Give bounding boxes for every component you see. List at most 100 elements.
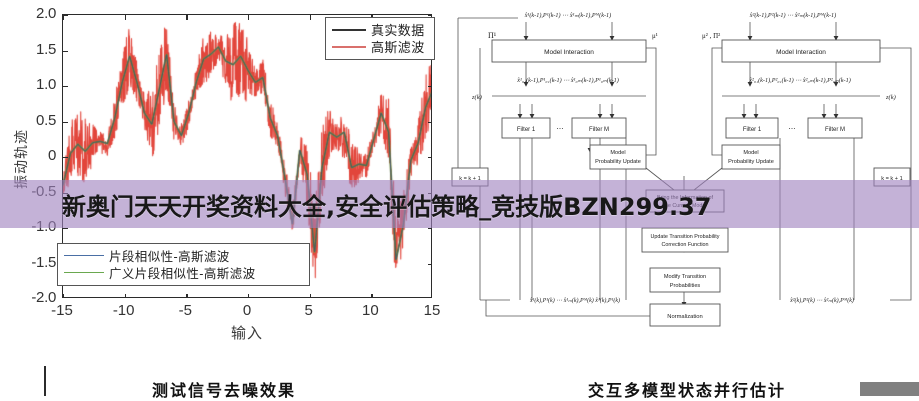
left-counter-label: k = k + 1	[459, 176, 480, 182]
legend-swatch-gaussian	[332, 45, 366, 48]
right-prob-update-line2: Probability Update	[728, 159, 774, 165]
x-tickmark	[124, 15, 126, 20]
x-axis-label: 输入	[230, 325, 263, 342]
right-output-states: x̂²(k),P²(k) ⋯ x̂²ₘ(k),Pᴹ(k)	[789, 297, 854, 304]
y-tick-label: -1.5	[31, 253, 56, 271]
modify-transition-box	[649, 267, 721, 293]
normalization-label: Normalization	[667, 314, 702, 320]
y-tickmark	[428, 228, 431, 230]
watermark-band	[0, 180, 919, 228]
right-filter-1-label: Filter 1	[743, 127, 762, 133]
x-tickmark	[186, 15, 188, 20]
x-tick-label: -5	[178, 302, 192, 319]
caption-rule	[44, 366, 46, 396]
x-tickmark	[248, 15, 250, 20]
y-tickmark	[428, 157, 431, 159]
left-mu-label: μ¹	[652, 32, 658, 40]
y-tickmark	[63, 228, 68, 230]
left-output-states: x̂¹(k),P¹(k) ⋯ x̂¹ₘ(k),Pᴹ(k) x̂¹(k),P¹(k…	[529, 297, 620, 304]
x-tickmark	[186, 294, 188, 297]
y-tickmark	[428, 121, 431, 123]
x-tick-label: 0	[242, 302, 252, 319]
left-filter-m-label: Filter M	[589, 127, 609, 133]
x-tickmark	[124, 294, 126, 297]
caption-right: 交互多模型状态并行估计	[588, 383, 787, 400]
right-filter-m-label: Filter M	[825, 127, 845, 133]
left-mixed-states: x̂¹₀₁(k-1),P¹₀₁(k-1) ⋯ x̂¹₀ₘ(k-1),P¹₀ₘ(k…	[516, 77, 619, 84]
y-tickmark	[428, 86, 431, 88]
left-model-interaction-box	[491, 39, 647, 63]
x-tick-label: 5	[304, 302, 313, 319]
legend-swatch-generalized-segment-similarity	[64, 272, 104, 273]
x-tickmark	[309, 294, 311, 297]
right-filter-m-box	[807, 117, 863, 139]
y-tickmark	[428, 15, 431, 17]
x-tickmark	[248, 294, 250, 297]
y-tickmark	[428, 297, 432, 298]
legend-label-segment-similarity: 片段相似性-高斯滤波	[109, 250, 230, 264]
right-model-interaction-label: Model Interaction	[776, 49, 826, 56]
left-filter-1-box	[501, 117, 551, 139]
legend-entry: 真实数据	[332, 21, 427, 38]
right-filter-1-box	[725, 117, 779, 139]
y-tick-label: 1.5	[36, 40, 56, 58]
y-tickmark	[63, 297, 68, 298]
legend-entry: 片段相似性-高斯滤波	[64, 247, 302, 264]
y-tickmark	[63, 50, 68, 52]
legend-label-generalized-segment-similarity: 广义片段相似性-高斯滤波	[109, 267, 256, 281]
update-transition-line2: Correction Function	[661, 242, 708, 248]
watermark-text: 新奥门天天开奖资料大全,安全评估策略_竞技版BZN299.37	[62, 192, 712, 221]
y-tickmark	[63, 86, 68, 88]
left-top-states: x̂¹(k-1),P¹(k-1) ⋯ x̂¹ₘ(k-1),Pᴹ(k-1)	[524, 12, 611, 19]
legend-label-gaussian: 高斯滤波	[371, 40, 425, 55]
left-filter-dots: ⋯	[557, 126, 564, 133]
right-model-interaction-box	[721, 39, 881, 63]
right-filter-dots: ⋯	[789, 126, 796, 133]
left-filter-m-box	[571, 117, 627, 139]
modify-transition-line2: Probabilities	[670, 283, 701, 289]
update-transition-line1: Update Transition Probability	[651, 234, 720, 240]
y-tick-label: 1.0	[36, 76, 56, 93]
left-prob-update-line1: Model	[610, 150, 625, 156]
x-tick-label: 15	[423, 302, 441, 319]
x-tick-label: -10	[112, 302, 135, 319]
left-pi-label: Π¹	[488, 31, 497, 40]
left-measurement-label: z(k)	[471, 94, 482, 101]
left-model-interaction-label: Model Interaction	[544, 49, 594, 56]
x-tickmark	[63, 15, 65, 20]
update-transition-box	[641, 227, 729, 253]
right-counter-label: k = k + 1	[881, 176, 902, 182]
grey-swatch	[860, 382, 919, 396]
legend-label-true-data: 真实数据	[371, 23, 425, 38]
right-mixed-states: x̂²₀₁(k-1),P²₀₁(k-1) ⋯ x̂²₀ₘ(k-1),P²₀ₘ(k…	[748, 77, 851, 84]
x-tickmark	[371, 294, 373, 297]
right-measurement-label: z(k)	[885, 94, 896, 101]
y-tickmark	[63, 121, 68, 123]
legend-entry: 广义片段相似性-高斯滤波	[64, 264, 302, 281]
left-prob-update-line2: Probability Update	[595, 159, 641, 165]
x-tickmark	[63, 294, 65, 297]
legend-swatch-true-data	[332, 28, 366, 31]
y-tick-label: -2.0	[31, 289, 56, 306]
x-tickmark	[309, 15, 311, 20]
legend-top: 真实数据 高斯滤波	[325, 17, 435, 60]
caption-left: 测试信号去噪效果	[152, 383, 297, 400]
y-tick-label: 0	[47, 147, 56, 164]
legend-swatch-segment-similarity	[64, 255, 104, 256]
x-tick-label: -15	[51, 302, 73, 319]
right-pi-mu-label: μ² , Π²	[702, 32, 720, 40]
right-top-states: x̂²(k-1),P²(k-1) ⋯ x̂²ₘ(k-1),Pᴹ(k-1)	[749, 12, 836, 19]
legend-entry: 高斯滤波	[332, 38, 427, 55]
right-prob-update-line1: Model	[743, 150, 758, 156]
left-filter-1-label: Filter 1	[517, 127, 536, 133]
left-prob-update-box	[589, 144, 647, 170]
y-tickmark	[63, 157, 68, 159]
normalization-box	[649, 303, 721, 327]
x-tickmark	[431, 294, 432, 298]
right-prob-update-box	[721, 144, 781, 170]
legend-bottom: 片段相似性-高斯滤波 广义片段相似性-高斯滤波	[57, 243, 310, 286]
signal-denoising-chart: 振动轨迹 2.01.51.00.50-0.5-1.0-1.5-2.0 -15-1…	[0, 0, 450, 360]
y-tickmark	[63, 15, 68, 17]
modify-transition-line1: Modify Transition	[664, 274, 706, 280]
